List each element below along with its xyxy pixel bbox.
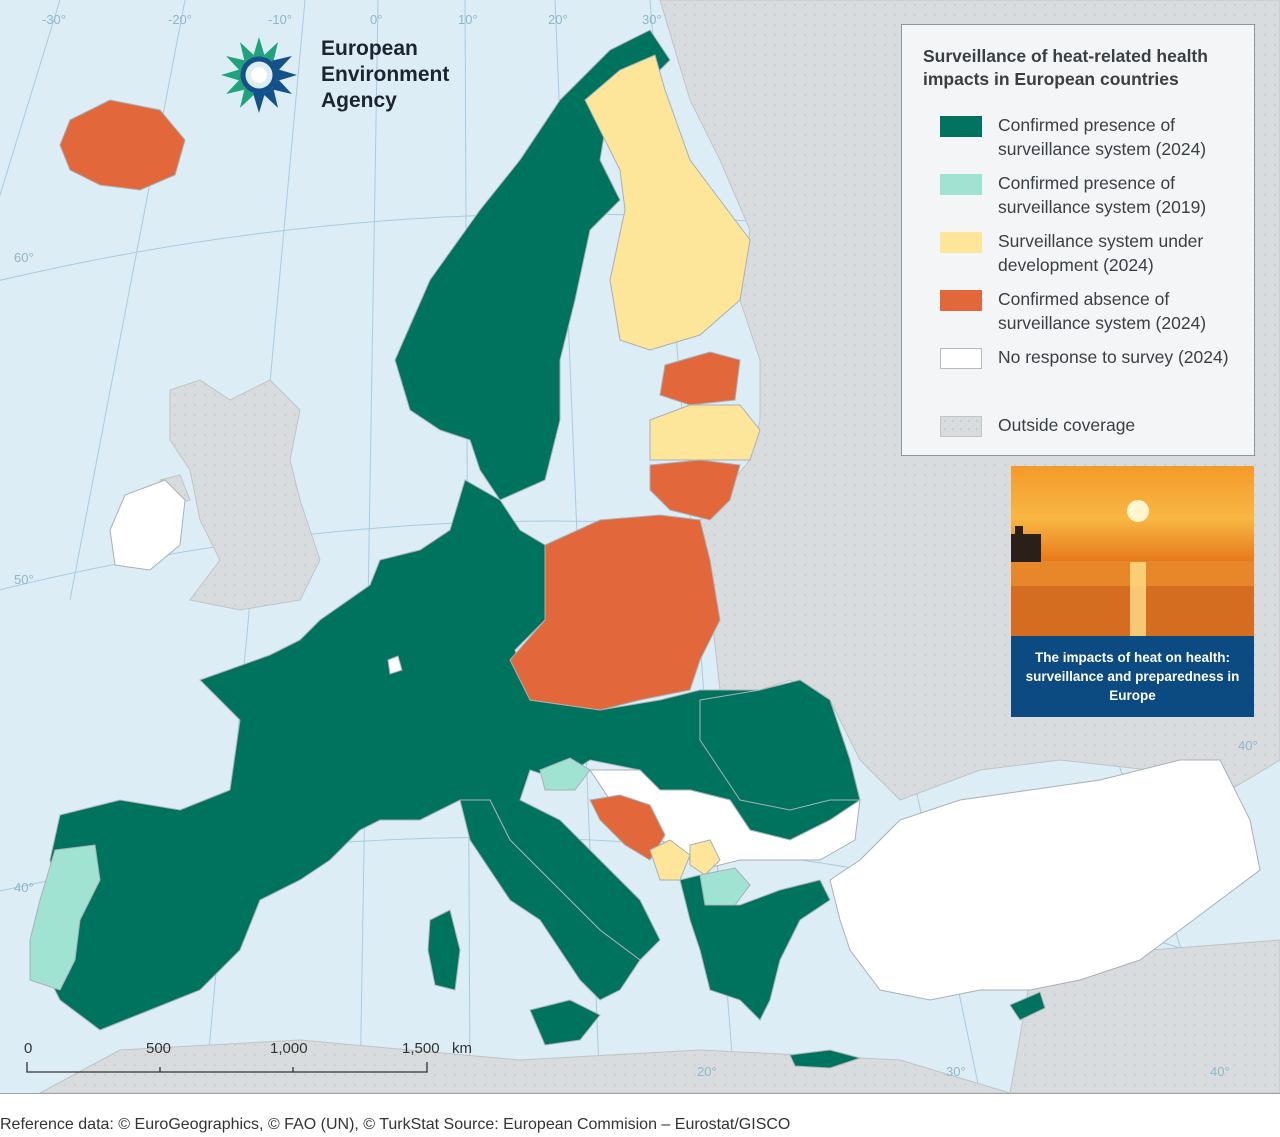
- eea-logo: European Environment Agency: [214, 30, 464, 120]
- eea-logo-text: European Environment Agency: [321, 37, 450, 112]
- luxembourg: [387, 655, 403, 675]
- legend-swatch: [940, 348, 982, 369]
- legend-swatch: [940, 232, 982, 253]
- graticule-label: -30°: [42, 12, 66, 27]
- legend-label: Confirmed absence of surveillance system…: [998, 289, 1207, 333]
- legend-title: Surveillance of heat-related health impa…: [923, 46, 1208, 89]
- scale-tick-label: 500: [146, 1040, 172, 1057]
- graticule-label: 40°: [1210, 1064, 1230, 1079]
- italy: [459, 799, 641, 1001]
- legend-item: Confirmed presence of surveillance syste…: [940, 113, 1240, 163]
- legend-label: Surveillance system under development (2…: [998, 231, 1204, 275]
- legend-label: Confirmed presence of surveillance syste…: [998, 173, 1207, 217]
- finland: [584, 54, 751, 351]
- graticule-label: 30°: [642, 12, 662, 27]
- graticule-label: 0°: [370, 12, 383, 27]
- lithuania: [649, 459, 741, 521]
- map-legend: Surveillance of heat-related health impa…: [901, 24, 1255, 456]
- countries: [29, 29, 1261, 1069]
- legend-item: Surveillance system under development (2…: [940, 229, 1240, 279]
- scale-unit: km: [452, 1040, 472, 1057]
- sunset-image: [1011, 466, 1254, 636]
- graticule-label: 20°: [697, 1064, 717, 1079]
- turkey: [829, 759, 1261, 1001]
- estonia: [659, 351, 741, 406]
- slovenia: [539, 757, 591, 791]
- portugal: [29, 844, 101, 991]
- legend-label: Outside coverage: [998, 415, 1136, 435]
- legend-item: Confirmed presence of surveillance syste…: [940, 171, 1240, 221]
- graticule-label: 20°: [548, 12, 568, 27]
- graticule-label: 50°: [14, 572, 34, 587]
- reference-note: Reference data: © EuroGeographics, © FAO…: [0, 1116, 791, 1133]
- promo-caption: The impacts of heat on health: surveilla…: [1025, 650, 1240, 703]
- eea-emblem-icon: [221, 37, 297, 113]
- report-promo-card[interactable]: The impacts of heat on health: surveilla…: [1011, 466, 1254, 717]
- scale-line: [26, 1062, 428, 1073]
- legend-label: Confirmed presence of surveillance syste…: [998, 115, 1207, 159]
- legend-swatch: [940, 416, 982, 437]
- kosovo: [689, 839, 721, 876]
- sicily: [529, 999, 601, 1046]
- graticule-label: 30°: [946, 1064, 966, 1079]
- greece: [679, 874, 831, 1021]
- scandinavia: [394, 29, 671, 501]
- scale-tick-label: 1,500: [402, 1040, 440, 1057]
- graticule-label: 40°: [14, 880, 34, 895]
- graticule-label: 60°: [14, 250, 34, 265]
- legend-swatch: [940, 116, 982, 137]
- scale-tick-label: 0: [24, 1040, 33, 1057]
- legend-item: No response to survey (2024): [940, 345, 1240, 395]
- romania: [699, 679, 861, 811]
- europe-map: -30° -20° -10° 0° 10° 20° 30° 60° 50° 40…: [0, 0, 1280, 1094]
- legend-swatch: [940, 174, 982, 195]
- ireland: [109, 479, 186, 571]
- legend-label: No response to survey (2024): [998, 347, 1229, 367]
- crete: [789, 1049, 862, 1069]
- legend-item: Outside coverage: [940, 413, 1240, 463]
- graticule-label: -10°: [268, 12, 292, 27]
- montenegro: [649, 839, 691, 881]
- graticule-label: -20°: [168, 12, 192, 27]
- graticule-label: 40°: [1238, 738, 1258, 753]
- cyprus: [1009, 991, 1046, 1021]
- legend-swatch: [940, 290, 982, 311]
- legend-item: Confirmed absence of surveillance system…: [940, 287, 1240, 337]
- latvia: [649, 404, 761, 461]
- iceland: [59, 99, 186, 191]
- scale-tick-label: 1,000: [270, 1040, 308, 1057]
- sardinia: [427, 909, 461, 991]
- scale-bar: 0 500 1,000 1,500 km: [22, 1038, 492, 1078]
- poland: [509, 514, 721, 711]
- graticule-label: 10°: [458, 12, 478, 27]
